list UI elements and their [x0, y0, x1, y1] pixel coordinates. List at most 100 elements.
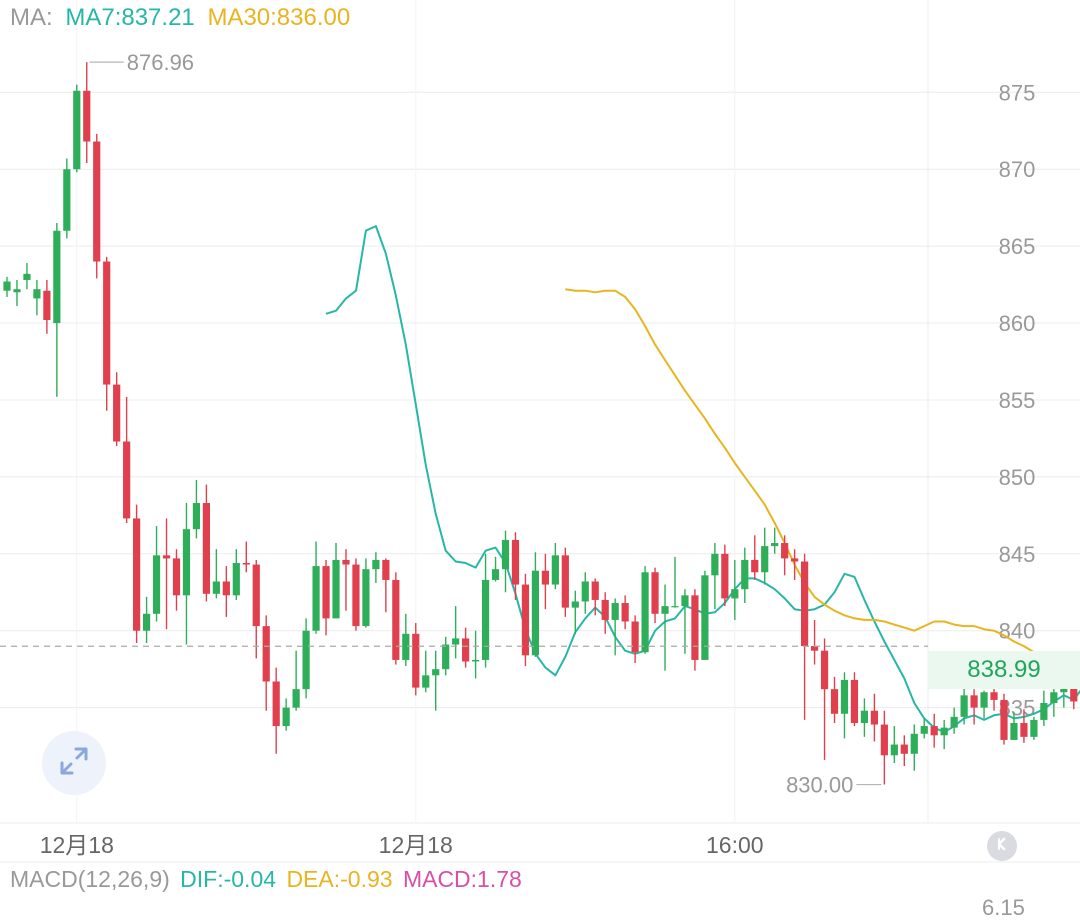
candle-body: [491, 569, 500, 580]
ma-label: MA:: [10, 4, 53, 31]
candle: [631, 615, 639, 664]
candle-body: [83, 90, 91, 142]
candle-body: [591, 581, 599, 600]
candle-body: [761, 546, 769, 573]
macd-legend: MACD(12,26,9) DIF:-0.04 DEA:-0.93 MACD:1…: [10, 866, 526, 893]
candle-body: [442, 644, 450, 670]
candle: [611, 598, 619, 656]
candle-body: [1030, 719, 1038, 737]
candle: [412, 623, 420, 696]
candle: [731, 559, 739, 620]
candle: [810, 619, 819, 665]
candle: [850, 672, 859, 727]
candle: [442, 636, 450, 676]
candle: [282, 698, 290, 731]
candle-body: [1020, 723, 1028, 737]
macd-axis-tick: 6.15: [982, 895, 1025, 920]
candle: [73, 84, 81, 173]
candle: [432, 650, 440, 711]
candle: [1030, 716, 1038, 740]
candle: [721, 544, 729, 607]
candle-body: [880, 724, 888, 756]
candle-body: [1040, 703, 1048, 720]
candle-body: [641, 572, 649, 653]
candle-body: [352, 564, 360, 627]
candle-body: [671, 606, 679, 608]
candle: [761, 527, 769, 585]
candle: [33, 279, 41, 316]
candle: [801, 553, 809, 720]
candle-body: [791, 558, 799, 562]
candle: [43, 279, 51, 334]
candle: [3, 276, 11, 297]
x-axis-ticks: 12月18 12月18 16:00: [40, 832, 764, 858]
candle-body: [691, 595, 699, 660]
candle: [990, 687, 998, 711]
y-tick-label: 860: [999, 311, 1036, 336]
y-tick-label: 850: [999, 465, 1036, 490]
candle-body: [571, 601, 579, 608]
scroll-to-latest-button[interactable]: [987, 831, 1017, 861]
candle: [840, 672, 849, 739]
candle: [691, 589, 699, 671]
ma30-line: [565, 288, 1080, 682]
candle: [771, 527, 779, 554]
candle-body: [830, 689, 839, 714]
y-tick-label: 875: [999, 80, 1036, 105]
ma-lines: [325, 225, 1080, 734]
candle-body: [860, 710, 869, 724]
candle-body: [462, 638, 470, 662]
candle: [272, 667, 280, 754]
candle-body: [751, 559, 759, 573]
candle-body: [63, 169, 71, 231]
candle-body: [103, 261, 111, 385]
candle-body: [162, 555, 171, 559]
candle: [123, 396, 131, 524]
candle: [402, 613, 410, 667]
candle-body: [1000, 699, 1008, 740]
candle: [641, 566, 649, 654]
candle-body: [801, 561, 809, 647]
candle-body: [651, 572, 659, 614]
candle-body: [970, 695, 978, 708]
candle-body: [13, 289, 21, 293]
candle-body: [312, 566, 320, 631]
candle: [103, 256, 111, 411]
candle-body: [282, 707, 290, 727]
candle: [471, 630, 480, 679]
candle-body: [342, 559, 350, 565]
candle-body: [820, 650, 829, 690]
candle-body: [452, 638, 460, 645]
candle: [661, 584, 669, 671]
candle-body: [930, 726, 938, 736]
candle: [342, 549, 350, 611]
candle-body: [372, 559, 380, 570]
candle: [581, 572, 589, 614]
candle-body: [222, 581, 230, 596]
candle-body: [621, 603, 629, 622]
candle: [382, 558, 390, 613]
candle: [93, 133, 101, 279]
candle: [741, 547, 749, 604]
candle-body: [980, 692, 988, 708]
candle: [980, 690, 988, 719]
candle-body: [422, 675, 430, 688]
candle-body: [93, 141, 101, 262]
candle-body: [332, 559, 340, 619]
expand-button[interactable]: [42, 731, 106, 795]
candle-body: [362, 569, 370, 627]
candle-body: [551, 555, 559, 585]
candle-body: [1010, 723, 1018, 740]
ma-legend: MA: MA7:837.21 MA30:836.00: [10, 4, 356, 32]
candle: [860, 698, 869, 737]
candle: [232, 549, 240, 600]
candle-body: [501, 539, 510, 570]
candle-body: [73, 90, 81, 170]
candle-body: [192, 503, 201, 530]
high-price-label: 876.96: [127, 50, 194, 75]
candle-body: [731, 589, 739, 599]
candle: [970, 689, 978, 725]
x-tick-label: 12月18: [379, 832, 453, 858]
candle: [452, 606, 460, 659]
